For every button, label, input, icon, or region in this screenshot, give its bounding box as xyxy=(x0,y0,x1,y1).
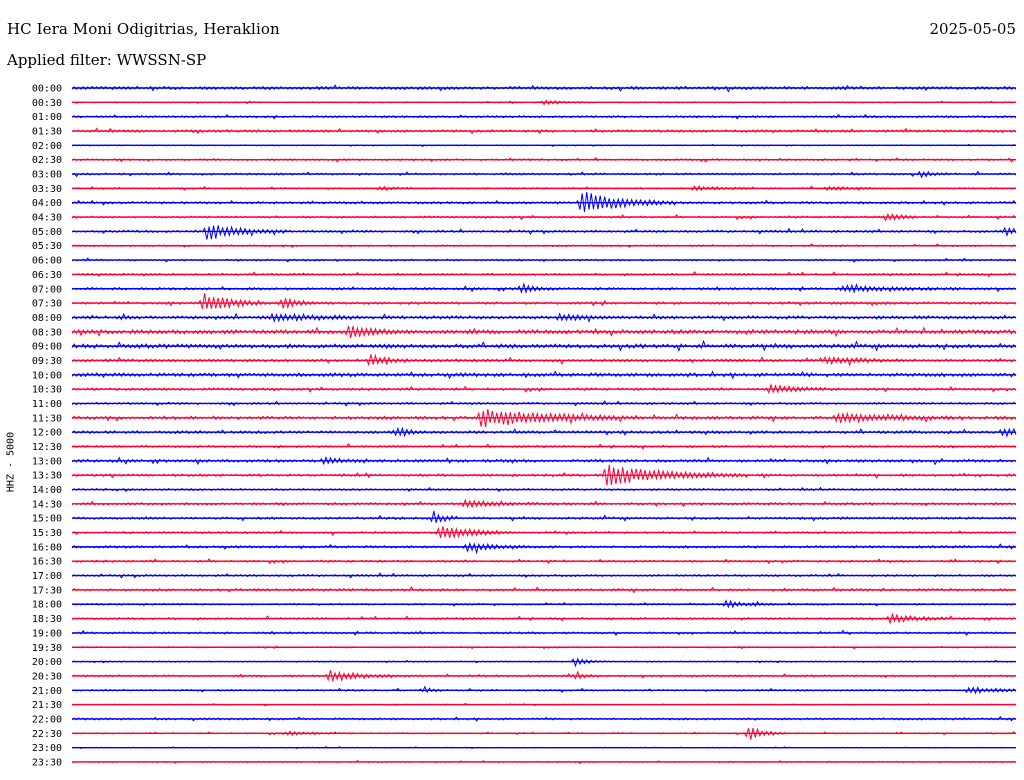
tick-label-0300: 03:00 xyxy=(32,170,62,181)
tick-label-1300: 13:00 xyxy=(32,456,62,467)
tick-label-0830: 08:30 xyxy=(32,327,62,338)
tick-label-1700: 17:00 xyxy=(32,571,62,582)
trace-0500 xyxy=(71,225,1017,240)
tick-label-0330: 03:30 xyxy=(32,184,62,195)
trace-1030 xyxy=(71,383,1017,394)
trace-0830 xyxy=(71,326,1017,338)
tick-label-1200: 12:00 xyxy=(32,428,62,439)
tick-label-0730: 07:30 xyxy=(32,299,62,310)
trace-0700 xyxy=(71,282,1017,295)
tick-label-0600: 06:00 xyxy=(32,256,62,267)
tick-label-1830: 18:30 xyxy=(32,614,62,625)
tick-label-1430: 14:30 xyxy=(32,499,62,510)
tick-label-0700: 07:00 xyxy=(32,284,62,295)
trace-0930 xyxy=(71,353,1017,367)
tick-label-2000: 20:00 xyxy=(32,657,62,668)
tick-label-2030: 20:30 xyxy=(32,671,62,682)
tick-label-2230: 22:30 xyxy=(32,729,62,740)
trace-0730 xyxy=(71,293,1017,310)
trace-1130 xyxy=(71,409,1017,428)
tick-label-0400: 04:00 xyxy=(32,198,62,209)
tick-label-1230: 12:30 xyxy=(32,442,62,453)
trace-1500 xyxy=(71,510,1017,523)
tick-label-1630: 16:30 xyxy=(32,557,62,568)
tick-label-0030: 00:30 xyxy=(32,98,62,109)
trace-1300 xyxy=(71,455,1017,466)
tick-label-1400: 14:00 xyxy=(32,485,62,496)
tick-label-0430: 04:30 xyxy=(32,213,62,224)
tick-label-1330: 13:30 xyxy=(32,471,62,482)
tick-label-0500: 05:00 xyxy=(32,227,62,238)
tick-label-2330: 23:30 xyxy=(32,757,62,768)
record-date: 2025-05-05 xyxy=(929,20,1016,38)
tick-label-1600: 16:00 xyxy=(32,542,62,553)
tick-label-0000: 00:00 xyxy=(32,84,62,95)
tick-label-1500: 15:00 xyxy=(32,514,62,525)
tick-label-1100: 11:00 xyxy=(32,399,62,410)
tick-label-0530: 05:30 xyxy=(32,241,62,252)
tick-label-1000: 10:00 xyxy=(32,370,62,381)
tick-label-1900: 19:00 xyxy=(32,628,62,639)
trace-2000 xyxy=(71,657,1017,668)
tick-label-0630: 06:30 xyxy=(32,270,62,281)
tick-label-0230: 02:30 xyxy=(32,155,62,166)
tick-label-1130: 11:30 xyxy=(32,413,62,424)
filter-label: Applied filter: WWSSN-SP xyxy=(7,51,207,69)
tick-label-0800: 08:00 xyxy=(32,313,62,324)
tick-label-0930: 09:30 xyxy=(32,356,62,367)
tick-label-1030: 10:30 xyxy=(32,385,62,396)
trace-1000 xyxy=(71,370,1017,380)
tick-label-0200: 02:00 xyxy=(32,141,62,152)
tick-label-2100: 21:00 xyxy=(32,686,62,697)
station-title: HC Iera Moni Odigitrias, Heraklion xyxy=(7,20,280,38)
tick-label-1730: 17:30 xyxy=(32,585,62,596)
tick-label-1530: 15:30 xyxy=(32,528,62,539)
tick-label-0100: 01:00 xyxy=(32,112,62,123)
tick-label-0130: 01:30 xyxy=(32,127,62,138)
trace-1600 xyxy=(71,541,1017,555)
time-tick-labels: 00:00 00:30 01:00 01:30 02:00 02:30 03:00 03:30… xyxy=(32,84,62,769)
tick-label-2200: 22:00 xyxy=(32,714,62,725)
tick-label-0900: 09:00 xyxy=(32,342,62,353)
trace-group xyxy=(71,84,1017,764)
tick-label-2130: 21:30 xyxy=(32,700,62,711)
tick-label-1930: 19:30 xyxy=(32,643,62,654)
tick-label-1800: 18:00 xyxy=(32,600,62,611)
tick-label-2300: 23:00 xyxy=(32,743,62,754)
trace-0900 xyxy=(71,339,1017,352)
